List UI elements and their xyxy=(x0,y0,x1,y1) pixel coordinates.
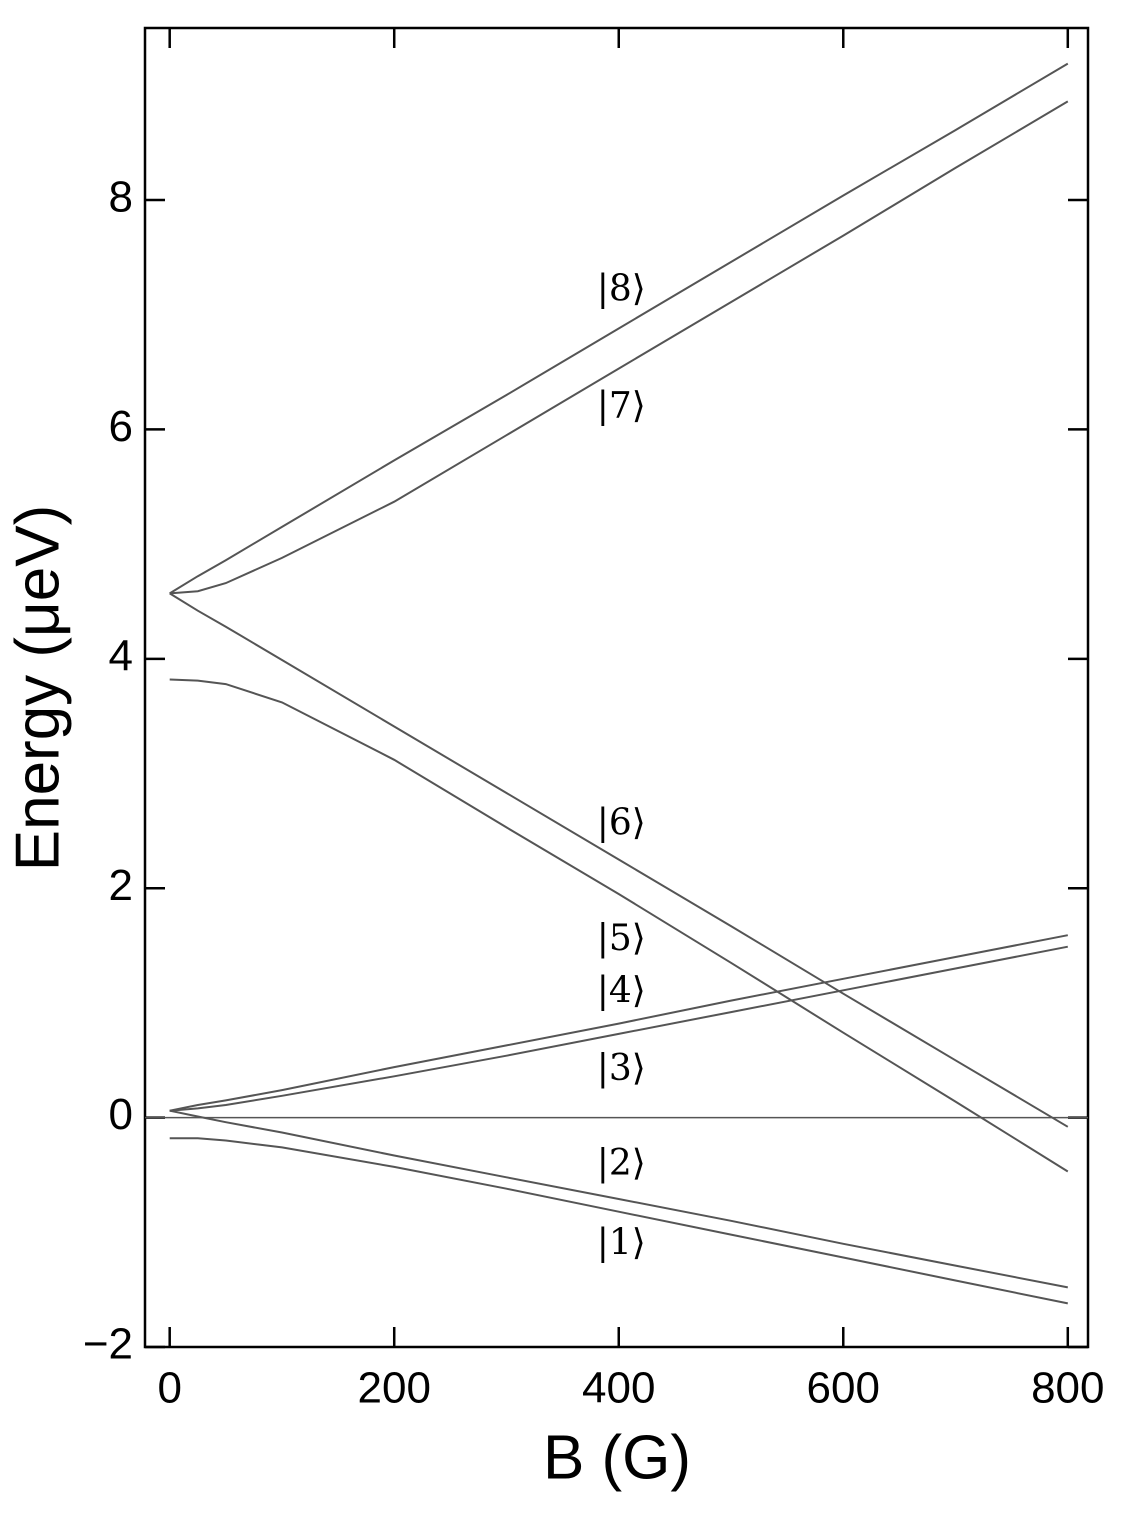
state-label: |1⟩ xyxy=(597,1223,646,1264)
series-line xyxy=(169,1137,1068,1305)
x-tick-label: 800 xyxy=(1031,1364,1104,1413)
state-label: |4⟩ xyxy=(597,971,646,1012)
x-tick-label: 600 xyxy=(807,1364,880,1413)
y-tick-label: −2 xyxy=(83,1320,133,1369)
series-line xyxy=(169,1109,1068,1289)
series-line xyxy=(169,62,1069,595)
series-line xyxy=(169,592,1069,1128)
plot-frame xyxy=(143,26,1090,1349)
x-axis-title: B (G) xyxy=(543,1423,691,1492)
y-tick-label: 4 xyxy=(109,631,133,680)
state-label: |8⟩ xyxy=(597,269,646,310)
y-tick-label: 6 xyxy=(109,402,133,451)
x-tick-label: 400 xyxy=(582,1364,655,1413)
state-label: |6⟩ xyxy=(597,803,646,844)
x-tick-label: 200 xyxy=(358,1364,431,1413)
x-tick-label: 0 xyxy=(157,1364,181,1413)
state-label: |5⟩ xyxy=(597,918,646,959)
y-tick-label: 0 xyxy=(109,1090,133,1139)
y-axis-title: Energy (μeV) xyxy=(3,505,72,872)
series-line xyxy=(169,678,1069,1173)
series-line xyxy=(169,945,1068,1112)
state-label: |7⟩ xyxy=(597,386,646,427)
y-tick-label: 2 xyxy=(109,861,133,910)
series-line xyxy=(169,934,1068,1112)
state-label: |2⟩ xyxy=(597,1143,646,1184)
state-label: |3⟩ xyxy=(597,1048,646,1089)
series-line xyxy=(169,100,1069,595)
y-tick-label: 8 xyxy=(109,173,133,222)
